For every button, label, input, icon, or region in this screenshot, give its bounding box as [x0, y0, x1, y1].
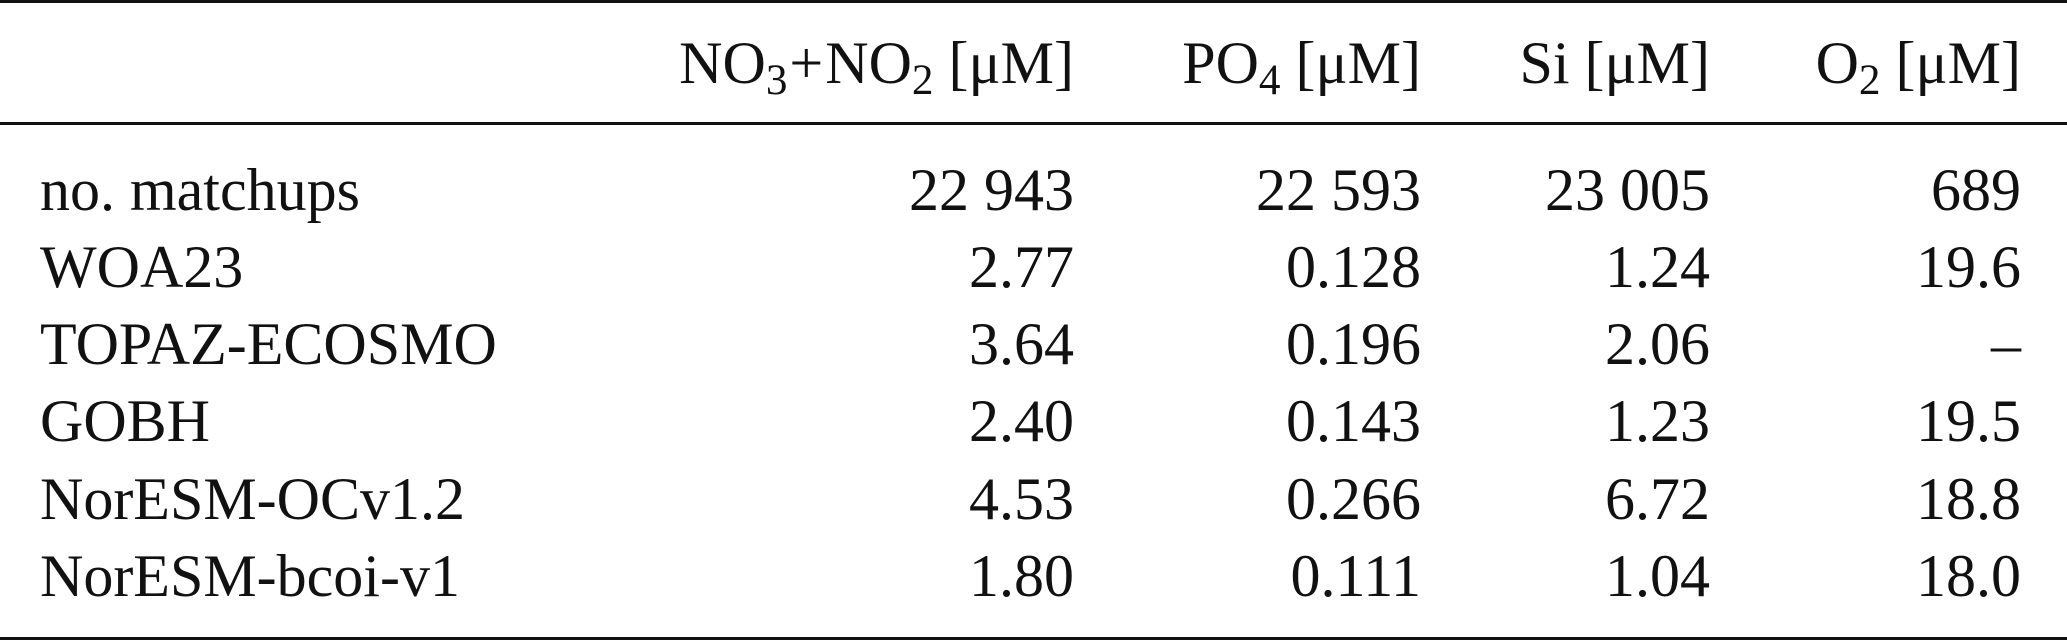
row-label: NorESM-OCv1.2 [40, 466, 466, 532]
table-cell: 2.77 [969, 234, 1074, 300]
row-label: TOPAZ-ECOSMO [40, 311, 497, 377]
table-cell: 1.24 [1605, 234, 1710, 300]
table-cell: 22 593 [1256, 157, 1421, 223]
subscript: 2 [911, 56, 934, 104]
row-label: NorESM-bcoi-v1 [40, 543, 460, 609]
table-cell: 18.0 [1916, 543, 2021, 609]
header-no3-no2: NO3+NO2 [μM] [679, 25, 1074, 102]
header-row: NO3+NO2 [μM] PO4 [μM] Si [μM] O2 [μM] [0, 25, 2067, 102]
row-label: WOA23 [40, 234, 244, 300]
header-rule [0, 122, 2067, 125]
table-cell: 22 943 [909, 157, 1074, 223]
row-label: no. matchups [40, 157, 360, 223]
table-row: GOBH 2.40 0.143 1.23 19.5 [0, 383, 2067, 460]
table-cell: 4.53 [969, 466, 1074, 532]
table-cell: 0.111 [1290, 543, 1421, 609]
header-text: NO [679, 30, 766, 96]
table-row: NorESM-OCv1.2 4.53 0.266 6.72 18.8 [0, 461, 2067, 538]
row-label: GOBH [40, 388, 211, 454]
header-text: NO [825, 30, 912, 96]
top-rule [0, 0, 2067, 3]
unit: [μM] [933, 30, 1074, 96]
header-o2: O2 [μM] [1816, 25, 2021, 102]
header-text: PO [1182, 30, 1259, 96]
table-cell: – [1991, 311, 2021, 377]
table-row: TOPAZ-ECOSMO 3.64 0.196 2.06 – [0, 306, 2067, 383]
unit: [μM] [1880, 30, 2021, 96]
table-cell: 1.23 [1605, 388, 1710, 454]
table-cell: 2.06 [1605, 311, 1710, 377]
table-cell: 0.143 [1286, 388, 1421, 454]
header-text: O [1815, 30, 1859, 96]
unit: [μM] [1280, 30, 1421, 96]
table-cell: 19.6 [1916, 234, 2021, 300]
table-cell: 6.72 [1605, 466, 1710, 532]
table-cell: 23 005 [1545, 157, 1710, 223]
table-cell: 18.8 [1916, 466, 2021, 532]
subscript: 3 [765, 56, 788, 104]
table-cell: 689 [1931, 157, 2021, 223]
header-si: Si [μM] [1519, 30, 1710, 96]
bottom-rule [0, 637, 2067, 640]
table-row: NorESM-bcoi-v1 1.80 0.111 1.04 18.0 [0, 538, 2067, 615]
table-cell: 2.40 [969, 388, 1074, 454]
table-cell: 0.266 [1286, 466, 1421, 532]
subscript: 2 [1858, 56, 1881, 104]
table-cell: 0.128 [1286, 234, 1421, 300]
table-cell: 0.196 [1286, 311, 1421, 377]
header-po4: PO4 [μM] [1182, 25, 1421, 102]
table-cell: 19.5 [1916, 388, 2021, 454]
plus-sign: + [789, 30, 824, 96]
table-cell: 1.04 [1605, 543, 1710, 609]
table-cell: 1.80 [969, 543, 1074, 609]
table-cell: 3.64 [969, 311, 1074, 377]
table-row: no. matchups 22 943 22 593 23 005 689 [0, 152, 2067, 229]
subscript: 4 [1258, 56, 1281, 104]
table-row: WOA23 2.77 0.128 1.24 19.6 [0, 229, 2067, 306]
